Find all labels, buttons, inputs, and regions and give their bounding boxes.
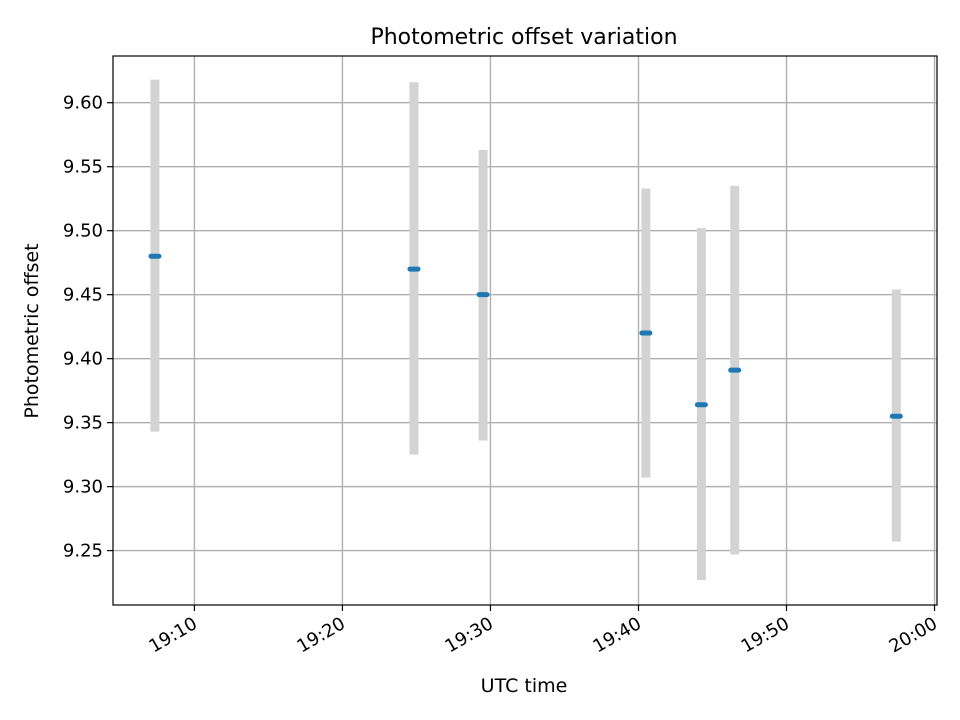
data-points xyxy=(148,253,903,419)
y-axis-label: Photometric offset xyxy=(21,243,43,418)
plot-frame xyxy=(112,55,938,606)
y-tick-label: 9.40 xyxy=(63,349,103,370)
y-tick-label: 9.55 xyxy=(63,157,103,178)
x-axis-label: UTC time xyxy=(481,675,568,697)
y-tick-label: 9.30 xyxy=(63,477,103,498)
y-tick-label: 9.25 xyxy=(63,541,103,562)
y-axis-ticks: 9.25 9.30 9.35 9.40 9.45 9.50 9.55 9.60 xyxy=(63,93,113,562)
y-tick-label: 9.50 xyxy=(63,221,103,242)
y-tick-label: 9.35 xyxy=(63,413,103,434)
grid-lines xyxy=(113,56,937,605)
y-tick-label: 9.60 xyxy=(63,93,103,114)
chart-title: Photometric offset variation xyxy=(370,25,677,50)
y-tick-label: 9.45 xyxy=(63,285,103,306)
